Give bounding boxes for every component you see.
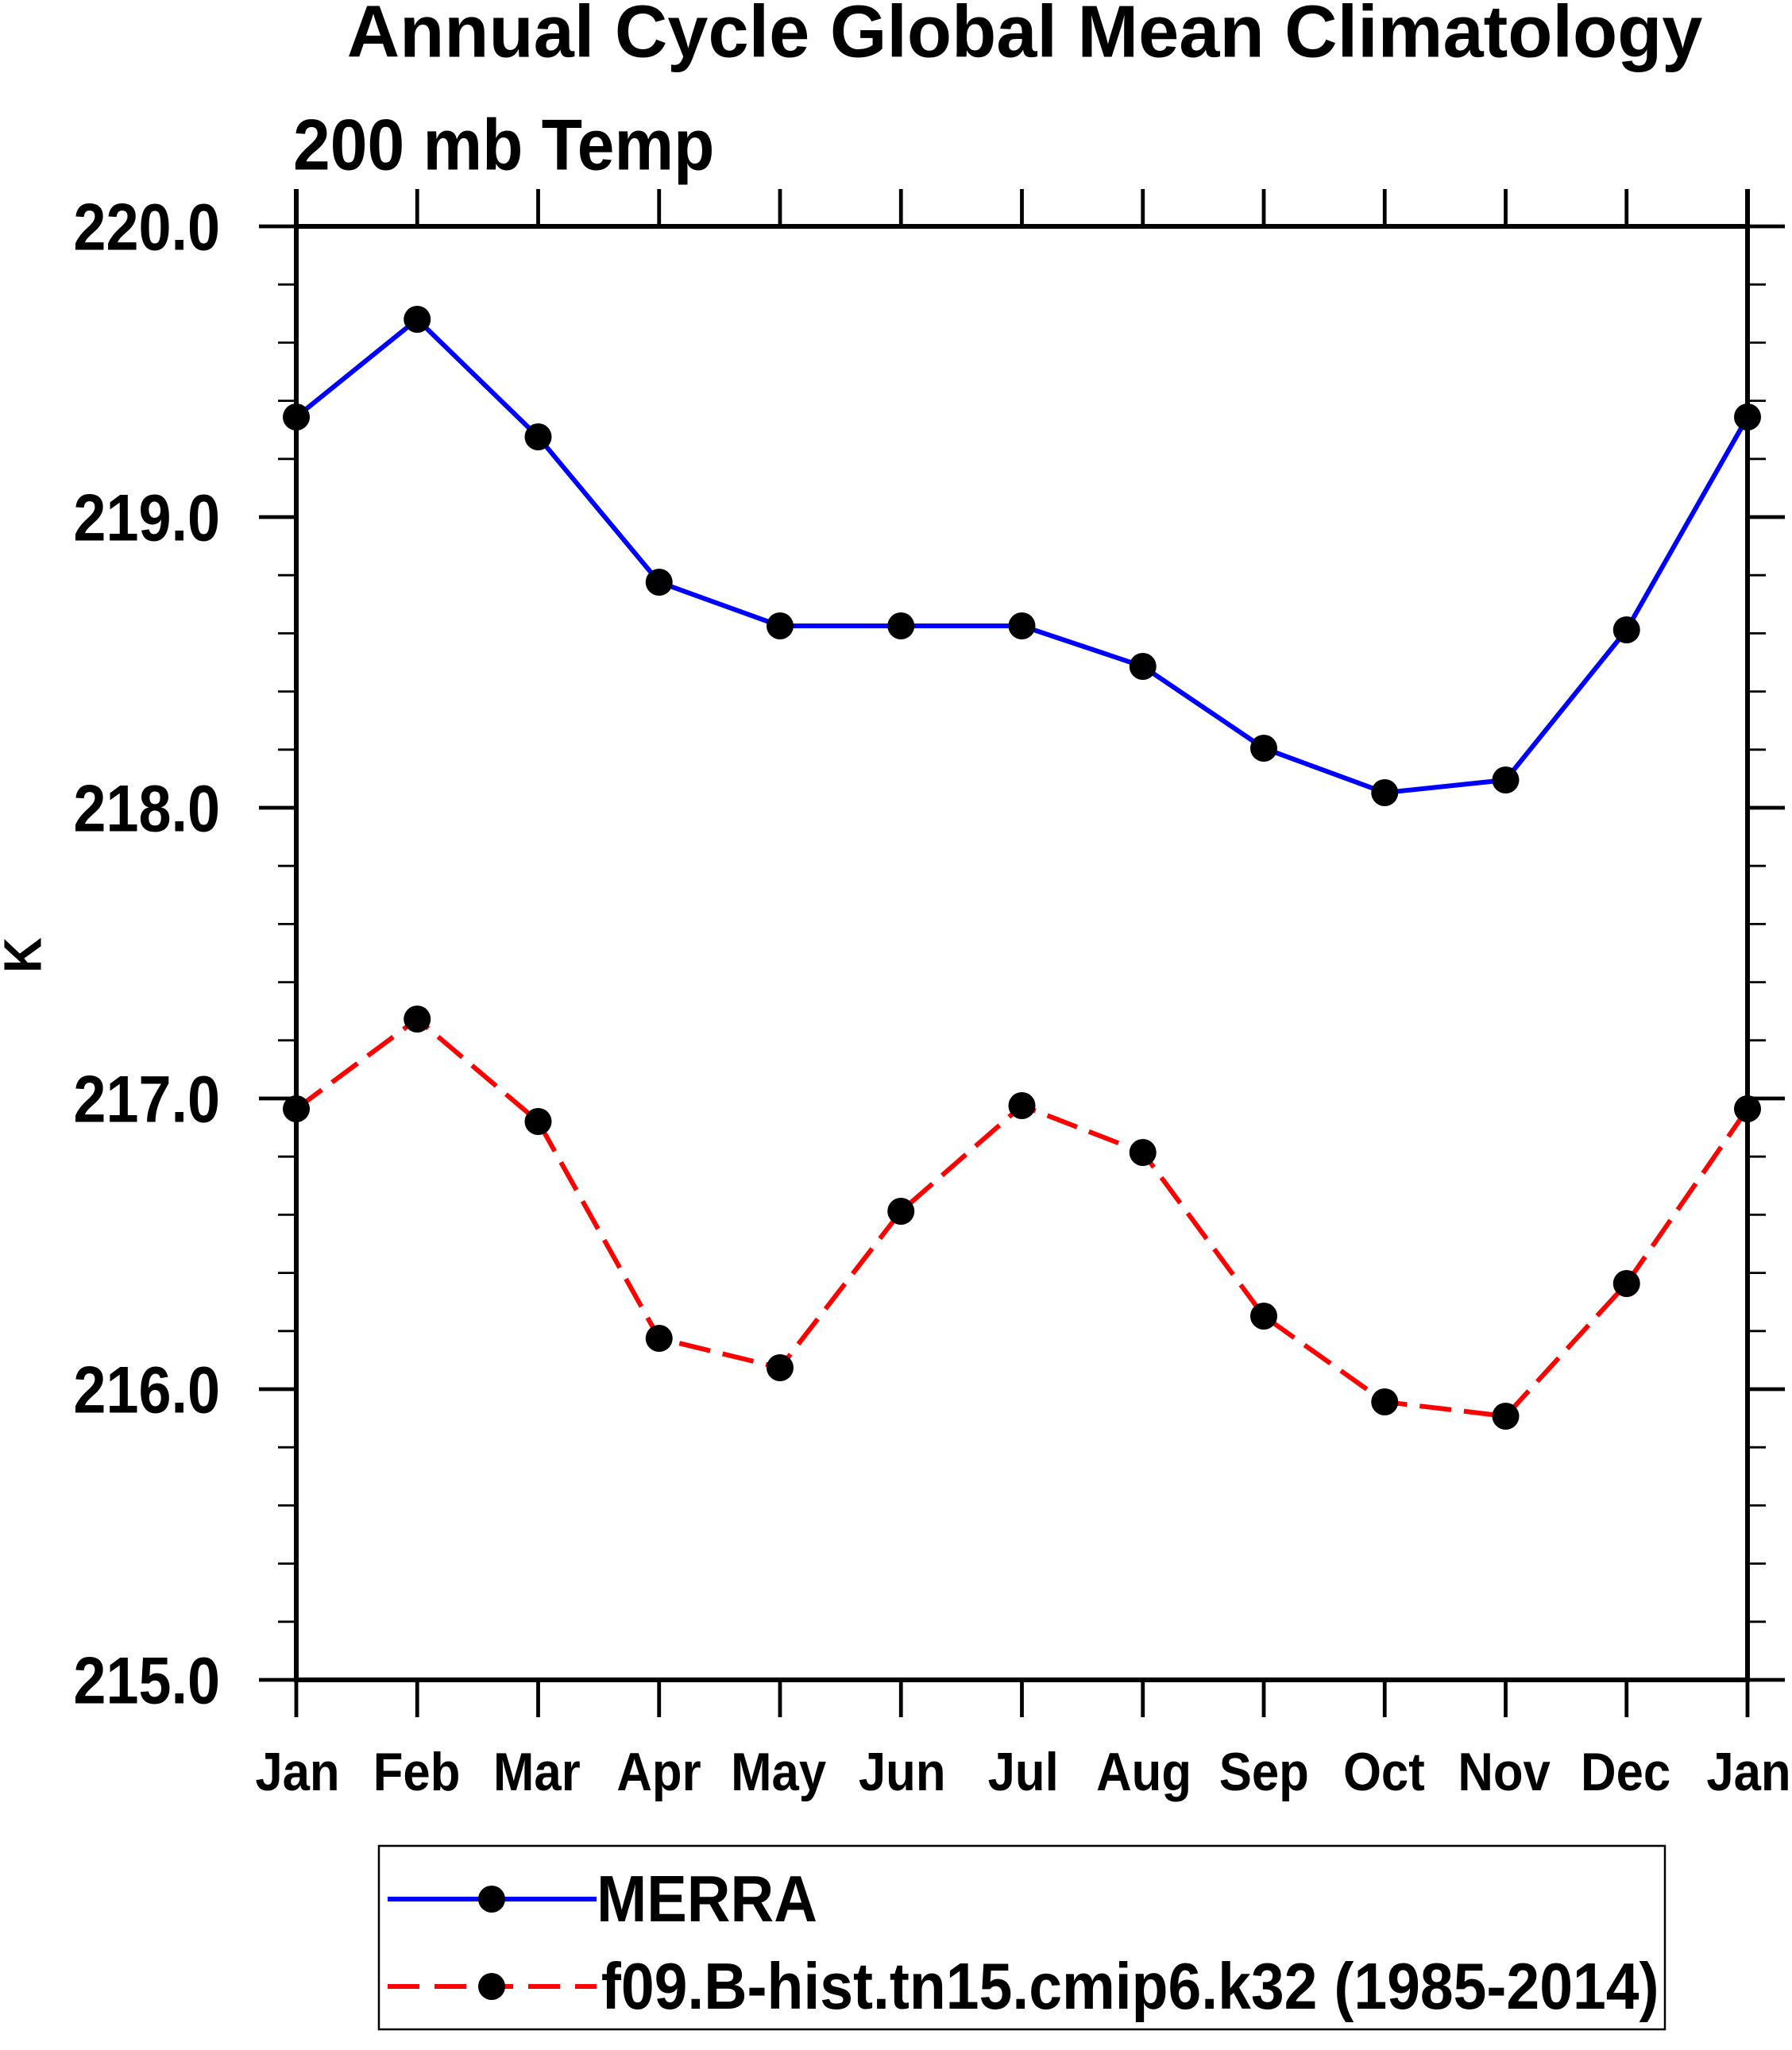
svg-text:Jul: Jul: [988, 1741, 1059, 1802]
svg-text:200 mb Temp: 200 mb Temp: [293, 105, 714, 186]
svg-text:215.0: 215.0: [73, 1644, 220, 1718]
svg-text:Jun: Jun: [859, 1741, 946, 1802]
svg-text:K: K: [0, 937, 52, 973]
svg-text:Jan: Jan: [255, 1741, 339, 1802]
svg-text:Aug: Aug: [1096, 1741, 1191, 1802]
svg-text:Oct: Oct: [1343, 1741, 1425, 1802]
svg-text:f09.B-hist.tn15.cmip6.k32 (198: f09.B-hist.tn15.cmip6.k32 (1985-2014): [601, 1950, 1659, 2023]
svg-text:219.0: 219.0: [73, 481, 220, 555]
svg-text:MERRA: MERRA: [597, 1862, 817, 1936]
svg-text:Apr: Apr: [616, 1741, 701, 1802]
svg-text:Nov: Nov: [1458, 1741, 1551, 1802]
svg-text:218.0: 218.0: [73, 772, 220, 846]
svg-text:Mar: Mar: [493, 1741, 581, 1802]
svg-text:220.0: 220.0: [73, 191, 220, 264]
svg-text:216.0: 216.0: [73, 1353, 220, 1427]
svg-text:Annual Cycle Global Mean Clima: Annual Cycle Global Mean Climatology: [347, 0, 1703, 72]
svg-text:217.0: 217.0: [73, 1063, 220, 1137]
svg-text:Jan: Jan: [1706, 1741, 1790, 1802]
svg-text:Dec: Dec: [1581, 1741, 1670, 1802]
svg-text:Sep: Sep: [1219, 1741, 1309, 1802]
svg-text:May: May: [731, 1741, 826, 1802]
svg-text:Feb: Feb: [373, 1741, 461, 1802]
